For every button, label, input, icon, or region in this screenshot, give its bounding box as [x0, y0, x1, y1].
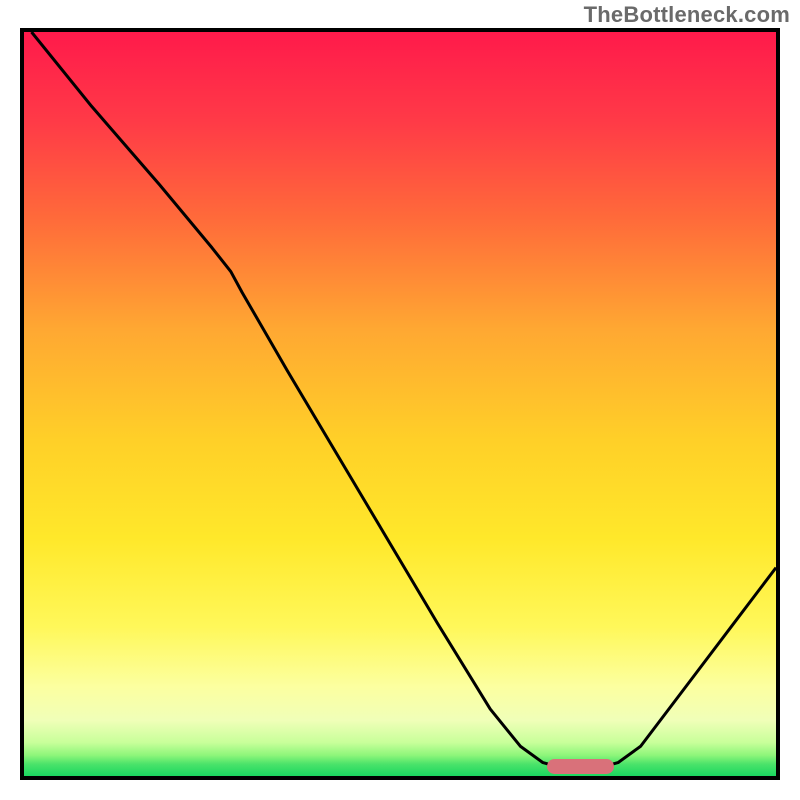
optimum-marker — [547, 759, 613, 774]
chart-plot-area — [20, 28, 780, 780]
bottleneck-curve — [24, 32, 776, 776]
watermark-text: TheBottleneck.com — [584, 2, 790, 28]
